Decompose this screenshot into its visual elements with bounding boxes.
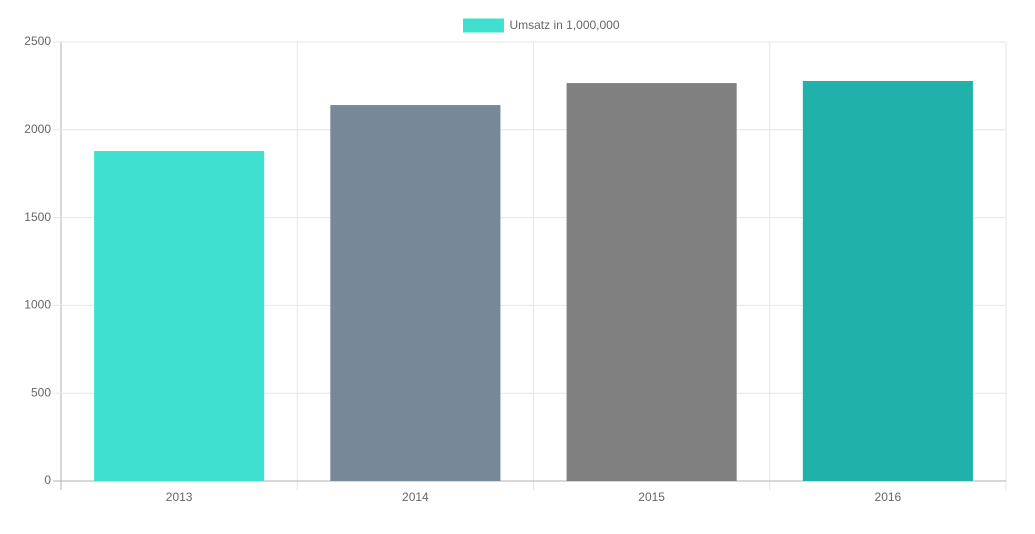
y-tick-label: 1500: [24, 210, 51, 224]
y-tick-label: 2000: [24, 122, 51, 136]
legend-label: Umsatz in 1,000,000: [509, 18, 619, 32]
x-tick-label: 2014: [402, 490, 429, 504]
x-tick-label: 2013: [166, 490, 193, 504]
y-tick-label: 2500: [24, 34, 51, 48]
x-tick-label: 2015: [638, 490, 665, 504]
bar: [566, 83, 737, 482]
x-tick-label: 2016: [875, 490, 902, 504]
bar: [802, 80, 973, 481]
bar: [330, 105, 501, 481]
y-tick-label: 1000: [24, 298, 51, 312]
y-tick-label: 500: [31, 385, 51, 399]
bar: [94, 151, 265, 481]
legend-swatch: [462, 18, 504, 33]
y-tick-label: 0: [44, 473, 51, 487]
